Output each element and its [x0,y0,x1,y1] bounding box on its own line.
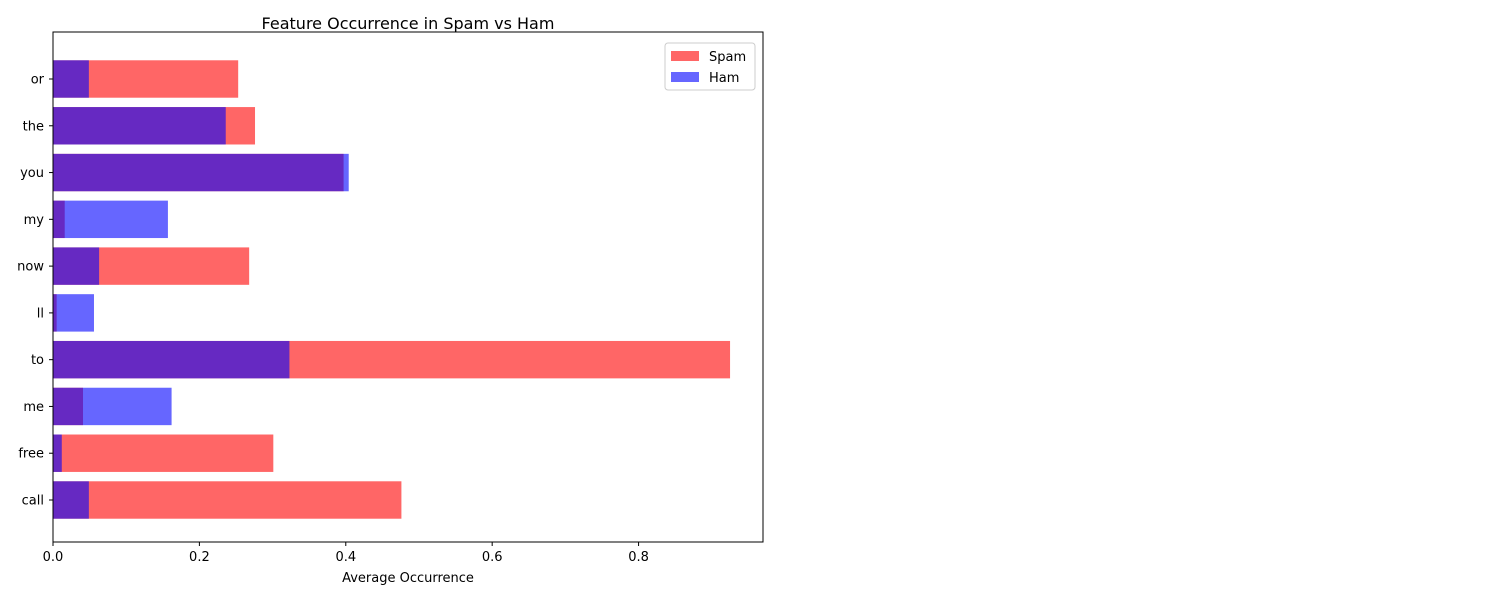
y-tick-label-free: free [18,447,44,462]
bar-ham-free [53,434,62,472]
bar-ham-now [53,247,100,285]
bar-ham-you [53,153,349,192]
y-tick-label-now: now [17,260,44,275]
y-tick-label-ll: ll [37,306,44,321]
x-tick-label-1: 0.2 [189,550,210,565]
x-axis-label: Average Occurrence [342,571,474,586]
legend-label-ham: Ham [709,71,739,86]
bar-spam-call [53,481,402,519]
legend: Spam Ham [664,42,756,91]
legend-swatch-spam [671,51,699,61]
bar-ham-call [53,481,89,519]
y-tick-label-call: call [22,494,44,509]
bar-ham-the [53,107,226,145]
bar-ham-my [53,200,168,239]
bars-group [53,60,731,519]
bar-spam-free [53,434,274,472]
y-axis: call free me to ll now my you the or [17,73,53,509]
x-tick-label-4: 0.8 [628,550,649,565]
y-tick-label-me: me [23,400,44,415]
x-tick-label-2: 0.4 [335,550,356,565]
legend-swatch-ham [671,72,699,82]
bar-ham-me [53,387,172,426]
x-axis: 0.0 0.2 0.4 0.6 0.8 [43,542,649,565]
x-tick-label-0: 0.0 [43,550,64,565]
bar-ham-ll [53,294,94,332]
bar-ham-or [53,60,89,98]
x-tick-label-3: 0.6 [482,550,503,565]
chart-title: Feature Occurrence in Spam vs Ham [262,14,555,33]
bar-ham-to [53,340,290,379]
y-tick-label-the: the [23,119,44,134]
legend-label-spam: Spam [709,50,746,65]
y-tick-label-my: my [24,213,45,228]
y-tick-label-you: you [20,166,44,181]
plot-frame [52,31,764,543]
y-tick-label-to: to [31,353,44,368]
y-tick-label-or: or [31,73,45,88]
